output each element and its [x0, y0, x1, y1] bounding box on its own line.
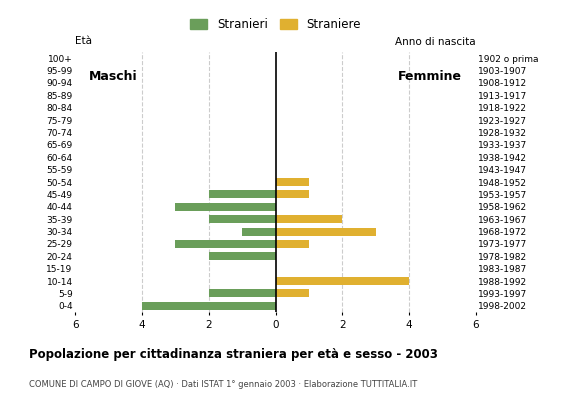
Text: Anno di nascita: Anno di nascita — [395, 37, 476, 47]
Bar — [209, 190, 276, 198]
Bar — [209, 215, 276, 223]
Text: Popolazione per cittadinanza straniera per età e sesso - 2003: Popolazione per cittadinanza straniera p… — [29, 348, 438, 361]
Bar — [176, 203, 276, 211]
Text: COMUNE DI CAMPO DI GIOVE (AQ) · Dati ISTAT 1° gennaio 2003 · Elaborazione TUTTIT: COMUNE DI CAMPO DI GIOVE (AQ) · Dati IST… — [29, 380, 417, 389]
Text: Maschi: Maschi — [89, 70, 137, 83]
Bar — [209, 252, 276, 260]
Text: Femmine: Femmine — [398, 70, 462, 83]
Bar — [276, 277, 409, 285]
Bar — [209, 290, 276, 298]
Legend: Stranieri, Straniere: Stranieri, Straniere — [185, 13, 366, 36]
Bar — [276, 290, 309, 298]
Bar — [242, 228, 276, 236]
Bar — [142, 302, 276, 310]
Text: Età: Età — [75, 36, 92, 46]
Bar — [276, 178, 309, 186]
Bar — [276, 240, 309, 248]
Bar — [176, 240, 276, 248]
Bar — [276, 190, 309, 198]
Bar — [276, 215, 342, 223]
Bar — [276, 228, 376, 236]
